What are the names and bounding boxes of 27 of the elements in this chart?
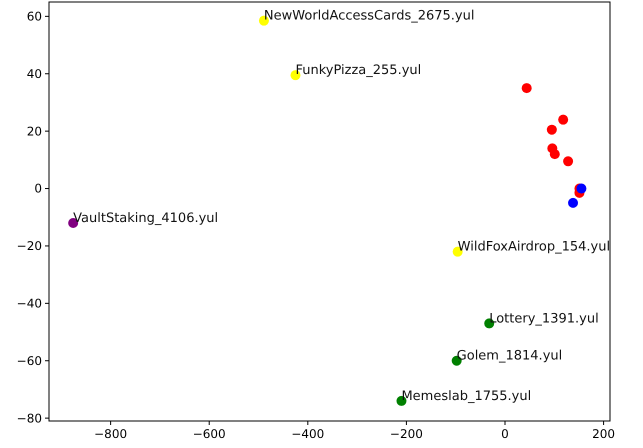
point: [568, 198, 578, 208]
annotation: Golem_1814.yul: [456, 348, 562, 364]
y-tick-label: 60: [26, 10, 42, 24]
x-tick-label: −200: [390, 427, 423, 441]
point: [550, 149, 560, 160]
annotation: Memeslab_1755.yul: [401, 388, 532, 404]
point: [546, 124, 557, 135]
y-tick-label: 20: [26, 124, 42, 138]
y-tick-label: −60: [16, 354, 42, 368]
y-tick-label: 40: [26, 66, 42, 81]
annotation: NewWorldAccessCards_2675.yul: [264, 8, 474, 24]
annotation: Lottery_1391.yul: [489, 311, 599, 326]
x-tick-label: −800: [94, 427, 128, 441]
annotation: WildFoxAirdrop_154.yul: [458, 240, 610, 255]
y-tick-label: 0: [34, 182, 42, 196]
y-tick-label: −20: [16, 239, 42, 254]
point: [563, 156, 574, 166]
x-tick-label: 0: [501, 427, 509, 441]
y-tick-label: −40: [16, 296, 42, 311]
annotation: VaultStaking_4106.yul: [73, 210, 218, 226]
x-tick-label: −400: [291, 427, 324, 441]
point: [558, 114, 568, 125]
x-tick-label: −600: [192, 427, 226, 441]
y-tick-label: −80: [16, 411, 42, 426]
point: [522, 83, 532, 94]
x-tick-label: 200: [592, 427, 616, 441]
annotation: FunkyPizza_255.yul: [295, 63, 422, 78]
